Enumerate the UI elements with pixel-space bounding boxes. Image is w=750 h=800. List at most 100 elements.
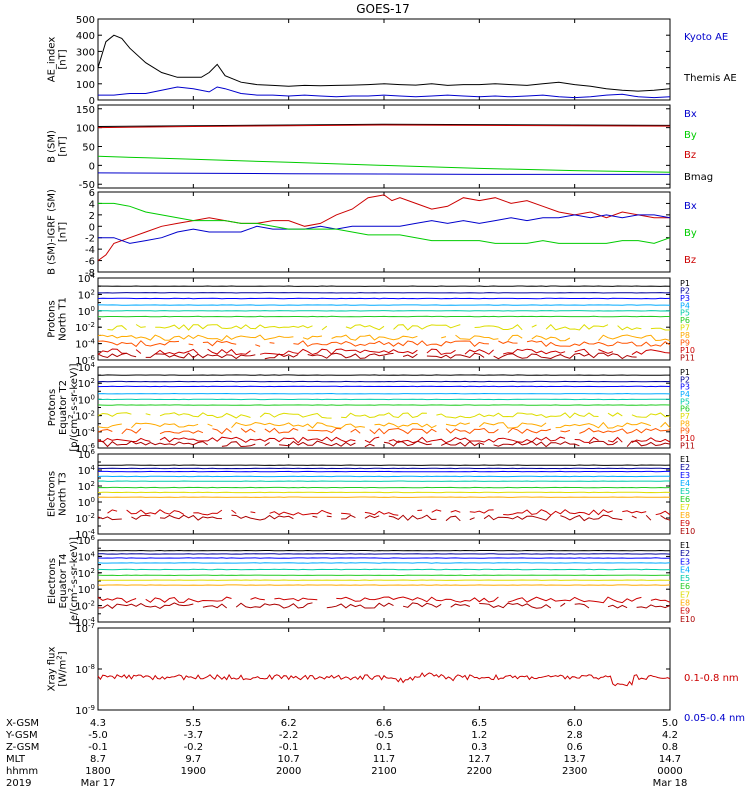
legend-e9: E9 bbox=[680, 607, 690, 616]
series-bz bbox=[97, 194, 670, 262]
ephem-value: Mar 17 bbox=[81, 778, 116, 789]
legend-p9: P9 bbox=[680, 338, 690, 347]
y-tick-label: 200 bbox=[76, 64, 95, 75]
ephem-value: 13.7 bbox=[564, 754, 586, 765]
legend-p7: P7 bbox=[680, 412, 690, 421]
legend-e10: E10 bbox=[680, 615, 695, 624]
y-axis-label: Equator T2 bbox=[58, 380, 69, 435]
legend-bmag: Bmag bbox=[684, 172, 713, 183]
legend-bz: Bz bbox=[684, 150, 696, 161]
y-tick-label: 0 bbox=[89, 96, 95, 107]
legend-e5: E5 bbox=[680, 574, 690, 583]
ephem-value: Mar 18 bbox=[653, 778, 688, 789]
legend-p8: P8 bbox=[680, 419, 690, 428]
legend-p1: P1 bbox=[680, 368, 690, 377]
series-kyoto-ae bbox=[98, 86, 671, 99]
series-p8 bbox=[97, 334, 671, 342]
ephem-value: 2200 bbox=[467, 766, 492, 777]
series-p7 bbox=[107, 323, 670, 331]
panel-frame bbox=[97, 366, 671, 449]
y-axis-label: [nT] bbox=[58, 222, 69, 242]
y-tick-label: 6 bbox=[89, 188, 95, 199]
ephem-value: 0.3 bbox=[471, 742, 487, 753]
series-p7 bbox=[97, 412, 671, 419]
legend-e4: E4 bbox=[680, 566, 690, 575]
legend-e2: E2 bbox=[680, 463, 690, 472]
panel-frame bbox=[97, 191, 671, 273]
y-tick-label: 400 bbox=[76, 31, 95, 42]
y-axis-label: B (SM)-IGRF (SM) bbox=[47, 189, 58, 275]
y-tick-label: 100 bbox=[78, 393, 95, 406]
ephem-value: 14.7 bbox=[659, 754, 681, 765]
ephem-value: 2100 bbox=[371, 766, 396, 777]
legend-e8: E8 bbox=[680, 598, 690, 607]
legend-p10: P10 bbox=[680, 434, 695, 443]
y-axis-label: [W/m2] bbox=[56, 651, 69, 686]
legend-e1: E1 bbox=[680, 455, 690, 464]
y-axis-label: AE_index bbox=[47, 37, 58, 83]
legend-p3: P3 bbox=[680, 294, 690, 303]
ephem-value: 6.6 bbox=[376, 718, 392, 729]
legend-bz: Bz bbox=[684, 255, 696, 266]
ephem-label-x-gsm: X-GSM bbox=[6, 718, 39, 729]
y-axis-label: North T3 bbox=[58, 472, 69, 516]
panel-2: 150 100 50 0 -50 B (SM) [nT] Bx By Bz Bmag bbox=[47, 104, 713, 191]
ephem-value: 10.7 bbox=[278, 754, 300, 765]
y-axis-label: North T1 bbox=[58, 297, 69, 341]
panel-frame bbox=[97, 539, 671, 623]
y-tick-label: -6 bbox=[85, 257, 95, 268]
series-e9 bbox=[97, 596, 671, 604]
y-tick-label: 102 bbox=[78, 288, 95, 301]
y-tick-label: 10-2 bbox=[75, 321, 95, 334]
ephem-value: 6.2 bbox=[281, 718, 297, 729]
legend-p3: P3 bbox=[680, 383, 690, 392]
panel-8: 10-7 10-8 10-9 Xray flux [W/m2] 0.1-0.8 nm 0.0… bbox=[47, 622, 746, 724]
ephem-value: 1900 bbox=[181, 766, 206, 777]
y-tick-label: 100 bbox=[78, 583, 95, 596]
legend-e10: E10 bbox=[680, 527, 695, 536]
ephem-value: 2.8 bbox=[567, 730, 583, 741]
ephem-value: 11.7 bbox=[373, 754, 395, 765]
legend-by: By bbox=[684, 228, 697, 239]
y-tick-label: 0 bbox=[89, 222, 95, 233]
y-axis-label: [e/(cm2-s-sr-keV)] bbox=[67, 537, 80, 625]
ephem-value: 0.8 bbox=[662, 742, 678, 753]
series-e10 bbox=[98, 602, 671, 609]
legend-p9: P9 bbox=[680, 427, 690, 436]
legend-e1: E1 bbox=[680, 541, 690, 550]
y-tick-label: -4 bbox=[85, 245, 95, 256]
ephem-value: 5.0 bbox=[662, 718, 678, 729]
y-axis-label: Electrons bbox=[47, 471, 58, 517]
series-p10 bbox=[97, 436, 671, 444]
ephem-value: 1800 bbox=[85, 766, 110, 777]
y-axis-label: [nT] bbox=[58, 136, 69, 156]
panel-frame bbox=[97, 104, 671, 189]
y-tick-label: 500 bbox=[76, 15, 95, 26]
y-tick-label: 2 bbox=[89, 211, 95, 222]
ephem-value: 8.7 bbox=[90, 754, 106, 765]
legend-e2: E2 bbox=[680, 549, 690, 558]
y-tick-label: 10-7 bbox=[75, 622, 95, 635]
legend-p4: P4 bbox=[680, 301, 690, 310]
series-bx bbox=[98, 214, 671, 244]
series-e9 bbox=[107, 509, 671, 516]
ephem-value: 0000 bbox=[657, 766, 682, 777]
y-tick-label: -50 bbox=[79, 180, 95, 191]
legend-bx: Bx bbox=[684, 201, 697, 212]
legend-0-1-0-8-nm: 0.1-0.8 nm bbox=[684, 673, 739, 684]
legend-by: By bbox=[684, 130, 697, 141]
y-tick-label: -8 bbox=[85, 268, 95, 279]
y-tick-label: 104 bbox=[78, 464, 96, 477]
series-by bbox=[98, 202, 671, 244]
series-p9 bbox=[97, 427, 671, 435]
ephem-value: 4.3 bbox=[90, 718, 106, 729]
y-axis-label: Equator T4 bbox=[58, 554, 69, 609]
y-tick-label: -2 bbox=[85, 234, 95, 245]
legend-p1: P1 bbox=[680, 279, 690, 288]
y-tick-label: 300 bbox=[76, 47, 95, 58]
y-tick-label: 104 bbox=[78, 550, 96, 563]
